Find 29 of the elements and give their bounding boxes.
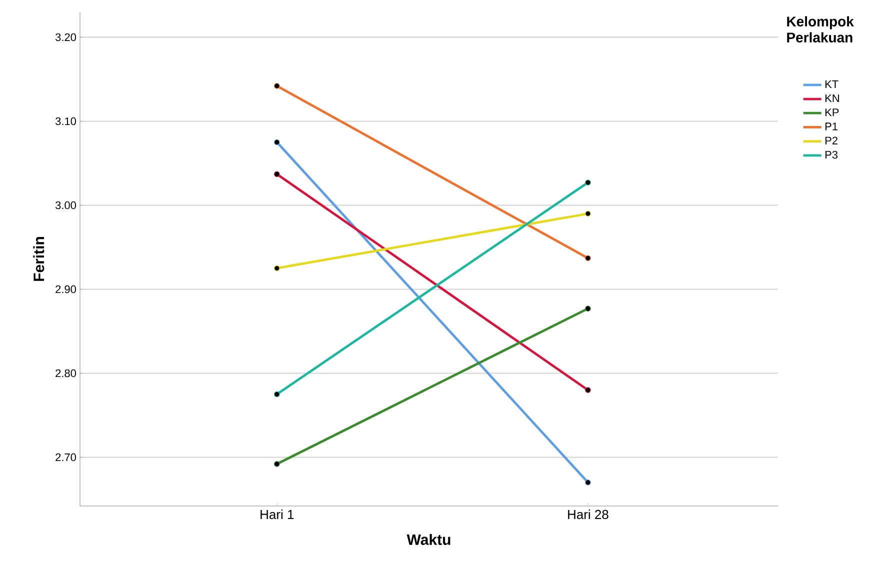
- x-tick-label: Hari 1: [260, 510, 294, 520]
- y-tick-label: 2.80: [56, 369, 76, 378]
- x-tick-label: Hari 28: [568, 510, 608, 520]
- point: [274, 83, 280, 89]
- point: [585, 210, 591, 217]
- legend-label: P2: [825, 136, 838, 144]
- legend-label: P1: [825, 122, 838, 130]
- point: [585, 480, 591, 486]
- point: [585, 306, 591, 312]
- legend-label: KT: [825, 80, 838, 88]
- point: [274, 391, 280, 398]
- point: [585, 387, 591, 393]
- legend-label: KN: [825, 94, 839, 102]
- y-tick-label: 2.70: [56, 453, 76, 462]
- y-tick-label: 3.20: [55, 33, 76, 42]
- point: [585, 255, 591, 262]
- legend-label: KP: [825, 108, 839, 116]
- legend-label: P3: [825, 150, 838, 159]
- legend-title: Kelompok Perlakuan: [787, 16, 854, 42]
- point: [274, 139, 280, 146]
- y-tick-label: 3.10: [55, 117, 76, 126]
- point: [585, 180, 591, 186]
- point: [274, 171, 280, 178]
- y-tick-label: 2.90: [56, 285, 76, 294]
- point: [274, 461, 280, 467]
- x-axis-title: Waktu: [406, 534, 450, 545]
- y-axis-title: Feritin: [33, 237, 44, 281]
- point: [274, 265, 280, 272]
- y-tick-label: 3.00: [55, 201, 76, 210]
